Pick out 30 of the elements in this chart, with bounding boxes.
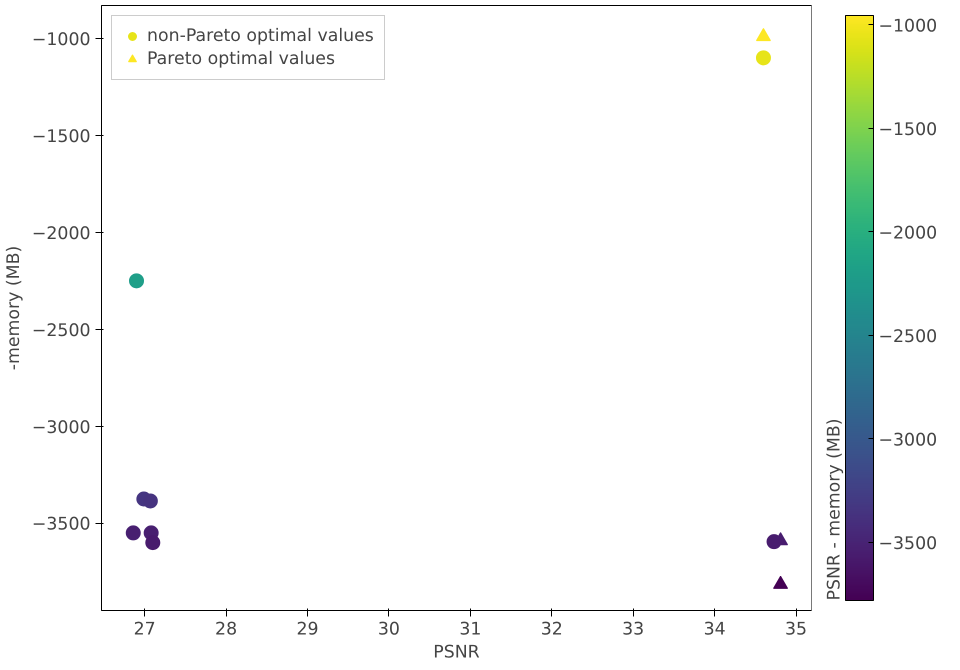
y-axis-title: -memory (MB): [4, 246, 24, 370]
color-bar-label: −3000: [878, 430, 938, 450]
y-tick-label: −2500: [32, 320, 91, 341]
x-axis-title: PSNR: [433, 642, 480, 662]
x-tick-label: 29: [296, 620, 319, 640]
y-tick-label: −3500: [32, 514, 91, 535]
color-bar-label: −3500: [878, 534, 938, 554]
y-tick-label: −1500: [32, 126, 91, 147]
x-tick-label: 33: [622, 620, 644, 640]
x-tick-label: 34: [704, 620, 726, 640]
point: [126, 525, 141, 540]
x-tick-label: 31: [459, 620, 482, 640]
x-tick-label: 27: [134, 620, 156, 640]
x-tick-label: 35: [785, 620, 808, 640]
color-bar-label: −1500: [878, 120, 938, 140]
point: [145, 535, 160, 550]
x-tick-label: 28: [215, 620, 238, 640]
y-tick-label: −1000: [32, 30, 91, 50]
x-tick-label: 30: [378, 620, 400, 640]
color-bar-label: −1000: [878, 16, 938, 36]
y-tick-label: −3000: [32, 418, 91, 438]
color-bar-label: −2500: [878, 326, 938, 347]
color-bar-label: −2000: [878, 223, 938, 244]
y-tick-label: −2000: [32, 224, 91, 244]
legend-label: non-Pareto optimal values: [147, 26, 374, 46]
x-tick-label: 32: [540, 620, 563, 640]
point: [129, 273, 144, 288]
color-bar-title: PSNR - memory (MB): [824, 418, 844, 600]
legend-label: Pareto optimal values: [147, 49, 335, 69]
point: [756, 50, 771, 66]
